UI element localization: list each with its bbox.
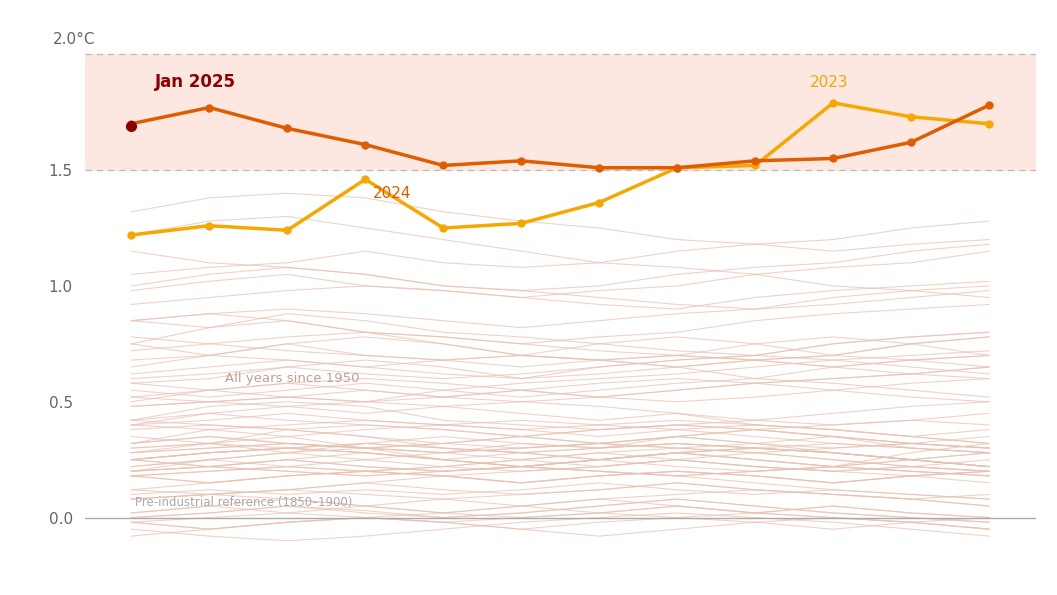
Text: 2024: 2024 <box>373 186 411 201</box>
Bar <box>85 54 1036 170</box>
Text: Pre-industrial reference (1850–1900): Pre-industrial reference (1850–1900) <box>135 496 353 509</box>
Text: 2023: 2023 <box>810 74 849 89</box>
Text: Jan 2025: Jan 2025 <box>154 73 236 91</box>
Text: 2.0°C: 2.0°C <box>53 32 96 47</box>
Text: All years since 1950: All years since 1950 <box>225 372 359 385</box>
